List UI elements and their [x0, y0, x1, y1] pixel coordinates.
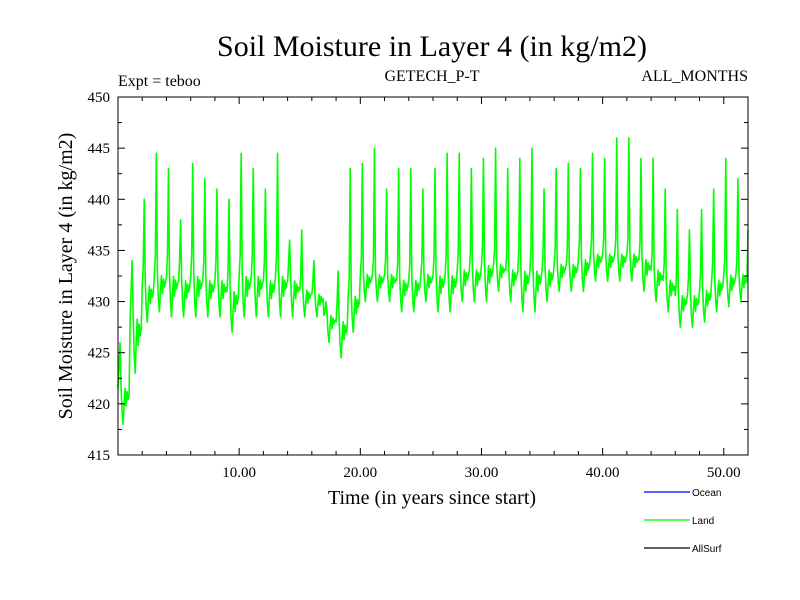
x-tick-label: 30.00 — [465, 465, 499, 481]
period-label: ALL_MONTHS — [641, 68, 748, 85]
plot-area: 415 420 425 430 435 440 445 450 10.00 20.00 30.00… — [88, 90, 749, 481]
y-tick-label: 440 — [88, 192, 111, 208]
legend-label-ocean: Ocean — [692, 488, 721, 499]
model-label: GETECH_P-T — [384, 68, 479, 85]
y-tick-label: 435 — [88, 243, 111, 259]
y-axis-label: Soil Moisture in Layer 4 (in kg/m2) — [55, 133, 77, 420]
x-tick-label: 20.00 — [343, 465, 377, 481]
legend-label-land: Land — [692, 516, 714, 527]
y-tick-label: 445 — [88, 141, 111, 157]
series-line-land — [117, 137, 749, 426]
y-tick-label: 425 — [88, 346, 111, 362]
x-axis-label: Time (in years since start) — [328, 487, 536, 509]
y-axis-ticks: 415 420 425 430 435 440 445 450 — [88, 90, 748, 464]
legend-label-allsurf: AllSurf — [692, 544, 722, 555]
y-tick-label: 450 — [88, 90, 111, 106]
x-axis-ticks: 10.00 20.00 30.00 40.00 50.00 — [141, 97, 741, 481]
y-tick-label: 430 — [88, 295, 111, 311]
x-tick-label: 40.00 — [586, 465, 620, 481]
y-tick-label: 420 — [88, 397, 111, 413]
series-layer — [117, 137, 749, 426]
expt-label: Expt = teboo — [118, 73, 201, 90]
chart-title: Soil Moisture in Layer 4 (in kg/m2) — [217, 30, 647, 63]
x-tick-label: 50.00 — [707, 465, 741, 481]
legend: Ocean Land AllSurf — [644, 488, 722, 555]
y-tick-label: 415 — [88, 448, 111, 464]
x-tick-label: 10.00 — [222, 465, 256, 481]
